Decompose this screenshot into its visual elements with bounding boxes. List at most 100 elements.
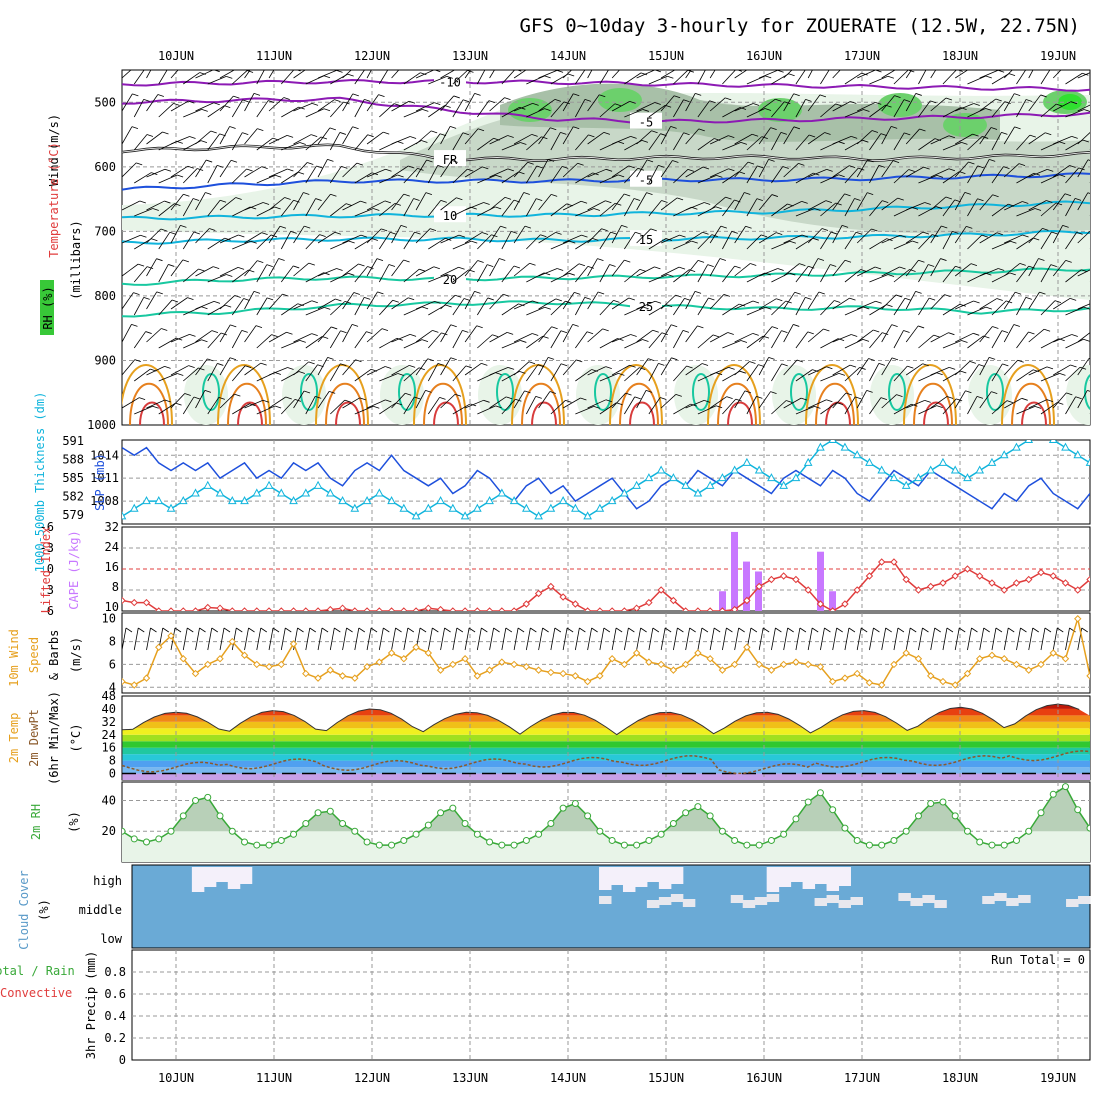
barb-9-32 (513, 361, 530, 376)
barb-flag-0-40 (626, 63, 632, 65)
barb-0-41 (624, 72, 642, 85)
cape-bar-16JUN-1 (731, 531, 738, 611)
barb-flag-7-60 (875, 300, 882, 304)
barb-flag-7-35 (565, 300, 572, 304)
barb-0-64 (905, 70, 912, 79)
barb-2-79 (1089, 149, 1090, 150)
barb-1-43 (648, 104, 666, 118)
barb-10-7 (207, 397, 220, 415)
rh-line-pt-60 (853, 836, 861, 844)
barb-flag-2-60 (871, 130, 879, 133)
barb-3-49 (722, 171, 740, 184)
barb-4-36 (562, 200, 582, 211)
lifted-index-line-pt-23 (400, 607, 408, 611)
precip-convective-label: Convective (0, 986, 72, 1000)
rh-line-pt-17 (326, 807, 334, 815)
rh-line-pt-27 (449, 804, 457, 812)
sfc-barb-65 (918, 627, 923, 651)
rh-line-pt-56 (804, 798, 812, 806)
barb-7-69 (967, 306, 987, 316)
barb-7-54 (783, 292, 796, 310)
cloud-high-42 (634, 867, 648, 887)
sfc-barb-flag-47 (701, 627, 709, 633)
barb-flag-9-6 (207, 358, 214, 362)
barb-0-5 (183, 72, 200, 85)
barb-flag-7-59 (863, 306, 870, 310)
rh-line-pt-37 (571, 800, 579, 808)
barb-0-18 (342, 70, 352, 79)
heat-contour-5-2 (629, 401, 655, 425)
barb-flag-9-51 (758, 364, 765, 367)
barb-flag-10-65 (936, 405, 943, 409)
barb-5-48 (709, 225, 722, 244)
barb-3-48 (709, 168, 729, 178)
barb-flag-3-25 (437, 164, 444, 168)
barb-8-8 (219, 324, 231, 343)
barb-flag-7-43 (665, 304, 673, 308)
barb-8-63 (893, 330, 904, 349)
barb-flag-2-65 (934, 138, 942, 142)
barb-6-24 (415, 266, 434, 277)
thickness-line-pt-35 (546, 503, 556, 512)
barb-flag-7-33 (544, 306, 551, 310)
sfc-barb-flag-0 (125, 627, 133, 633)
barb-flag-3-54 (798, 163, 805, 166)
cape-bar-16JUN-2 (743, 561, 750, 611)
barb-flag-8-74 (1043, 328, 1051, 332)
lifted-index-line-pt-26 (436, 605, 445, 611)
barb-flag-7-48 (723, 294, 730, 297)
barb-flag-7-73 (1025, 296, 1032, 300)
barb-flag-4-5 (192, 198, 200, 201)
barb-10-43 (648, 397, 661, 415)
barb-flag-1-5 (201, 108, 208, 112)
barb-flag-1-2 (157, 94, 164, 97)
thickness-line-pt-3 (154, 496, 164, 505)
rh-line-pt-2 (143, 838, 151, 846)
lifted-index-line-pt-29 (473, 607, 482, 611)
barb-4-6 (195, 192, 206, 211)
barb-10-32 (513, 390, 525, 409)
barb-1-24 (415, 102, 435, 112)
barb-flag-4-21 (394, 203, 401, 206)
cloud-high-44 (658, 867, 672, 889)
barb-flag-1-33 (544, 108, 551, 111)
barb-flag-6-24 (433, 266, 440, 270)
barb-flag-2-30 (507, 135, 514, 138)
thickness-line-pt-33 (522, 503, 531, 512)
lifted-index-line-pt-6 (191, 607, 200, 611)
barb-4-26 (440, 197, 457, 211)
barb-7-15 (305, 306, 325, 316)
wind-speed-line-pt-69 (963, 669, 972, 678)
barb-flag-6-12 (278, 258, 285, 261)
cloud-mid-59 (838, 900, 851, 908)
barb-flag-10-38 (605, 399, 612, 403)
barb-flag-0-41 (640, 72, 648, 76)
barb-flag-9-64 (922, 363, 929, 367)
barb-4-40 (611, 193, 625, 211)
barb-flag-6-23 (419, 268, 426, 272)
barb-3-75 (1040, 174, 1060, 184)
barb-8-11 (256, 334, 272, 349)
barb-flag-5-63 (912, 240, 919, 244)
barb-8-29 (477, 334, 493, 349)
barb-flag-8-59 (862, 338, 870, 342)
barb-4-69 (967, 198, 978, 217)
barb-3-68 (954, 161, 969, 178)
sfc-barb-flag-30 (493, 627, 500, 633)
sfc-barb-flag-35 (554, 627, 562, 633)
barb-flag-6-25 (446, 274, 453, 277)
sfc-barb-30 (489, 627, 494, 651)
barb-flag-6-53 (789, 272, 796, 276)
lifted-index-line-pt-2 (142, 598, 151, 607)
barb-2-1 (133, 134, 148, 151)
barb-flag-0-43 (667, 75, 674, 79)
barb-10-25 (427, 397, 440, 415)
barb-flag-2-64 (919, 128, 926, 132)
barb-0-8 (219, 70, 236, 79)
barb-10-2 (146, 399, 165, 409)
barb-flag-7-36 (574, 292, 581, 295)
barb-flag-8-56 (823, 328, 830, 332)
barb-2-66 (930, 135, 950, 145)
barb-1-22 (391, 100, 410, 112)
